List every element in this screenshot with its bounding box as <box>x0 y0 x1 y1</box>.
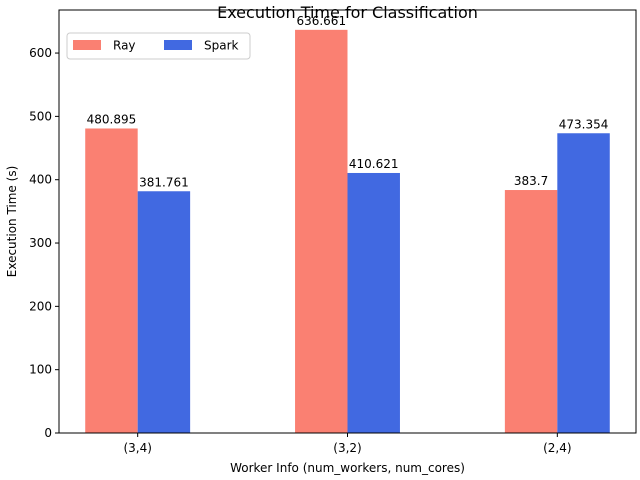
bar-value-label-spark-2: 410.621 <box>349 157 399 171</box>
y-axis: 0 100 200 300 400 500 600 <box>29 46 59 440</box>
bar-ray-3 <box>504 190 558 433</box>
y-tick-label: 200 <box>29 299 52 313</box>
y-tick-label: 300 <box>29 236 52 250</box>
bar-value-label-spark-1: 381.761 <box>139 175 189 189</box>
legend: Ray Spark <box>66 32 251 60</box>
x-axis-label: Worker Info (num_workers, num_cores) <box>230 461 465 475</box>
legend-box <box>66 32 251 60</box>
x-tick-label: (3,4) <box>123 441 151 455</box>
bar-value-label-ray-1: 480.895 <box>87 112 137 126</box>
y-tick-label: 500 <box>29 109 52 123</box>
bar-ray-2 <box>295 29 348 434</box>
x-axis: (3,4) (3,2) (2,4) <box>123 433 572 455</box>
x-tick-label: (3,2) <box>333 441 361 455</box>
y-axis-label: Execution Time (s) <box>5 166 19 278</box>
bar-spark-2 <box>347 172 400 433</box>
chart-title: Execution Time for Classification <box>217 3 478 22</box>
bar-value-label-ray-2: 636.661 <box>296 14 346 28</box>
bar-ray-1 <box>85 128 138 433</box>
legend-label-spark: Spark <box>204 39 239 53</box>
bar-value-label-ray-3: 383.7 <box>514 174 548 188</box>
x-tick-label: (2,4) <box>543 441 571 455</box>
y-tick-label: 600 <box>29 46 52 60</box>
bar-value-label-spark-3: 473.354 <box>559 117 609 131</box>
legend-swatch-ray <box>73 40 101 50</box>
bars-group <box>85 29 610 434</box>
y-tick-label: 100 <box>29 363 52 377</box>
bar-spark-3 <box>557 133 610 434</box>
y-tick-label: 400 <box>29 173 52 187</box>
bar-spark-1 <box>137 191 191 433</box>
legend-swatch-spark <box>164 40 192 50</box>
legend-label-ray: Ray <box>113 39 136 53</box>
y-tick-label: 0 <box>44 426 52 440</box>
bar-labels-group: 480.895 636.661 383.7 381.761 410.621 473.354 <box>87 14 609 189</box>
